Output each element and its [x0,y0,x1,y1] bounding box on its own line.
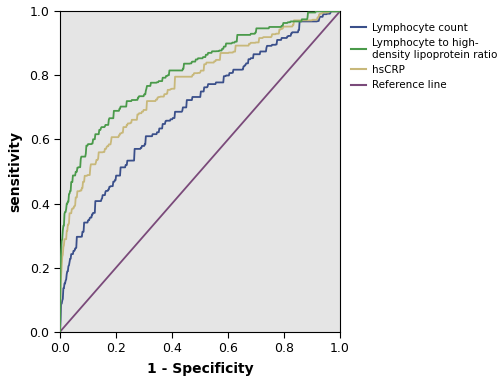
Y-axis label: sensitivity: sensitivity [8,131,22,212]
Legend: Lymphocyte count, Lymphocyte to high-
density lipoprotein ratio, hsCRP, Referenc: Lymphocyte count, Lymphocyte to high- de… [351,23,497,90]
X-axis label: 1 - Specificity: 1 - Specificity [146,362,254,376]
